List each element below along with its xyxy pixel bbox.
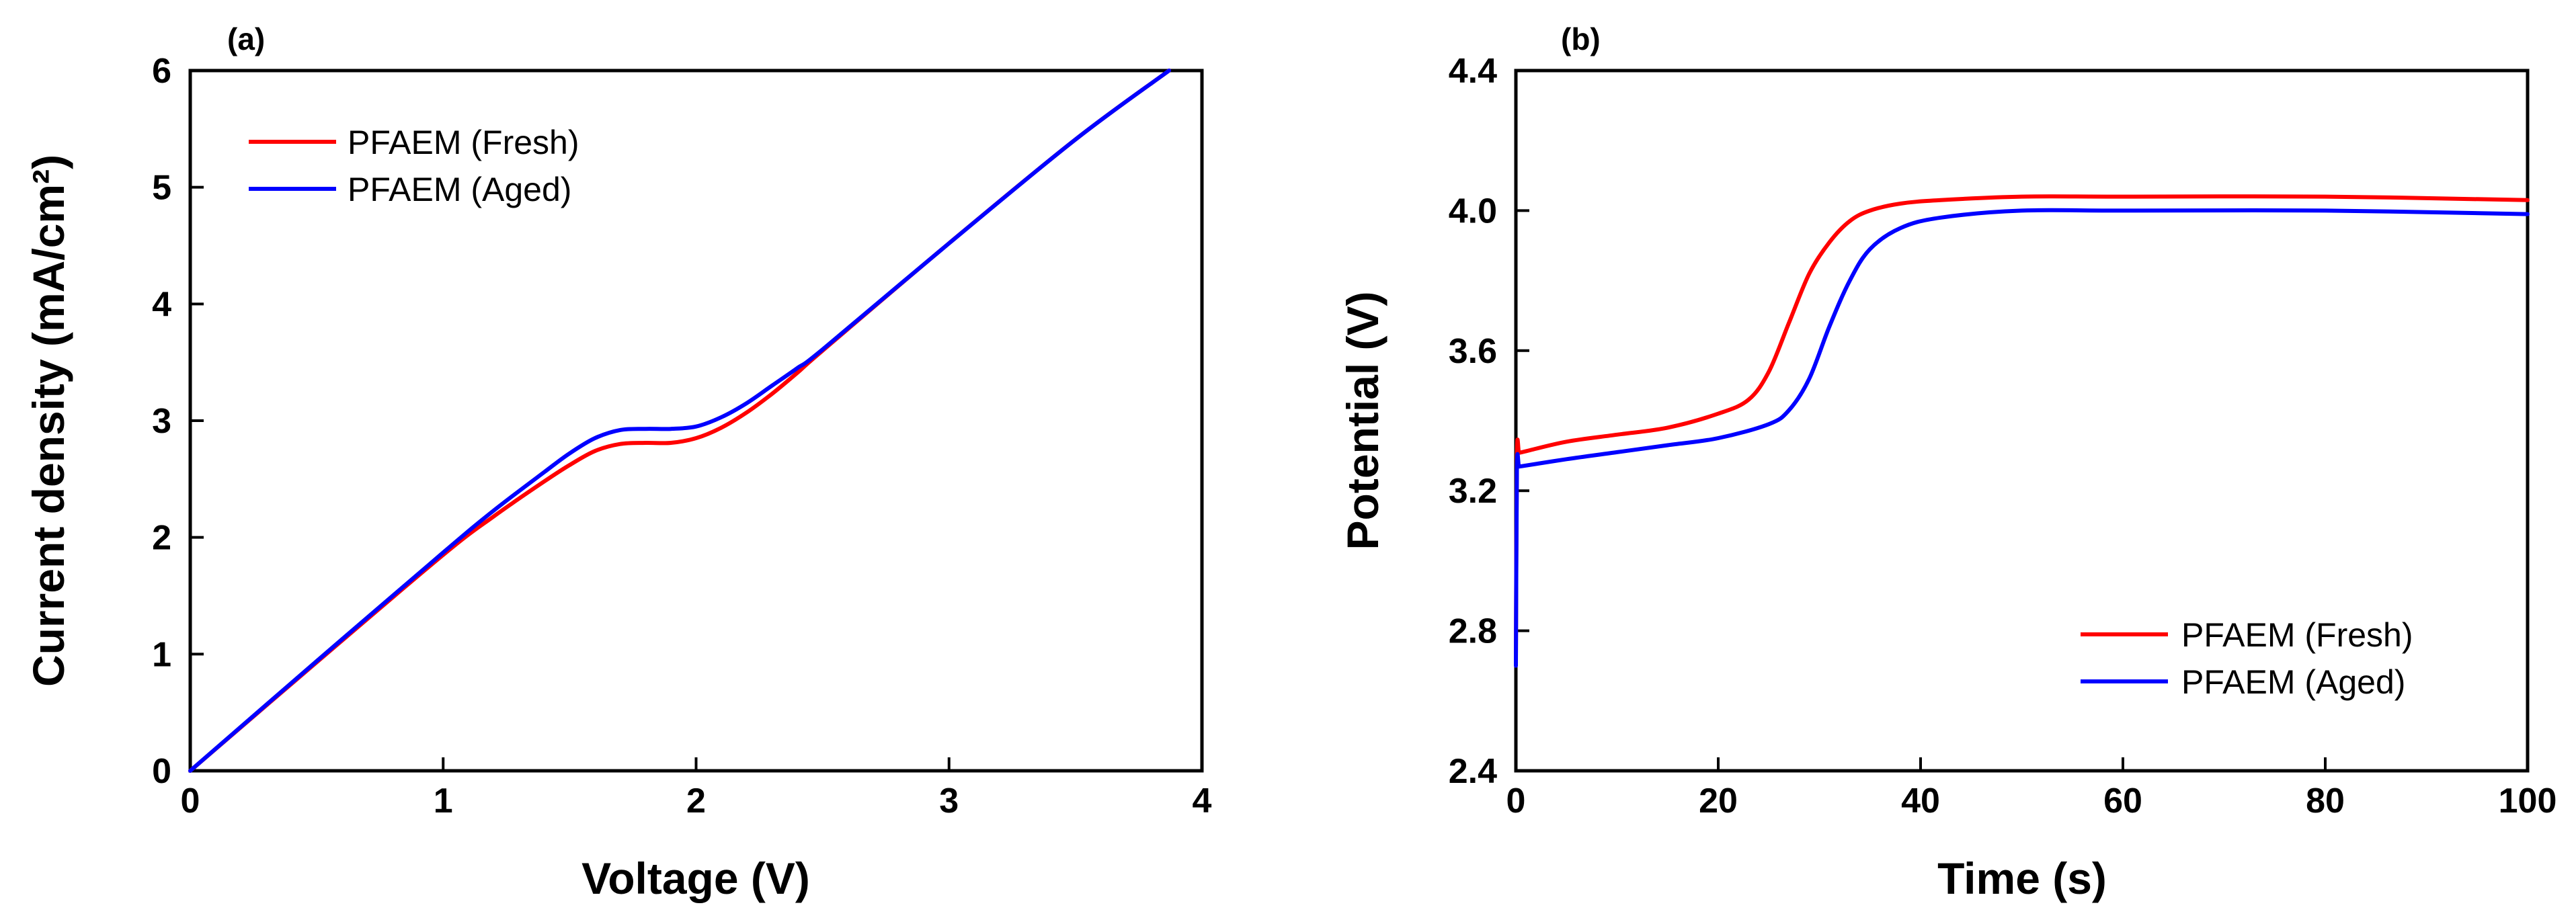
x-tick-label-a: 3 [939, 782, 959, 821]
panel-a: 0 1 2 3 4 0 1 2 3 4 5 6 (a) Voltage (V) Current den… [24, 22, 1212, 903]
x-axis-label-a: Voltage (V) [581, 853, 810, 903]
x-tick-label-b: 20 [1699, 782, 1738, 821]
series-line-aged-b [1514, 208, 2530, 668]
legend-a: PFAEM (Fresh) PFAEM (Aged) [249, 124, 579, 208]
legend-b: PFAEM (Fresh) PFAEM (Aged) [2081, 616, 2413, 701]
series-line-aged-a [188, 69, 1172, 773]
y-tick-label-a: 4 [152, 285, 171, 324]
y-tick-label-b: 2.4 [1449, 752, 1497, 791]
x-tick-label-a: 0 [181, 782, 200, 821]
series-group-a [188, 69, 1172, 773]
series-line-fresh-b [1514, 194, 2530, 661]
plot-frame-a [188, 69, 1204, 773]
panel-b: 0 20 40 60 80 100 2.4 2.8 3.2 3.6 4.0 4.4 (b) Time … [1338, 22, 2557, 903]
x-tick-label-a: 4 [1193, 782, 1212, 821]
x-tick-label-b: 80 [2306, 782, 2345, 821]
tick-group-a: 0 1 2 3 4 0 1 2 3 4 5 6 [152, 52, 1211, 821]
legend-label-fresh-b: PFAEM (Fresh) [2181, 616, 2413, 654]
series-group-b [1514, 194, 2530, 668]
x-tick-label-b: 40 [1901, 782, 1940, 821]
tick-group-b: 0 20 40 60 80 100 2.4 2.8 3.2 3.6 4.0 4.4 [1449, 52, 2557, 821]
y-tick-label-b: 3.2 [1449, 472, 1497, 511]
y-tick-label-a: 1 [152, 635, 171, 674]
y-tick-label-b: 3.6 [1449, 332, 1497, 371]
y-axis-label-b: Potential (V) [1338, 291, 1387, 550]
y-tick-label-a: 2 [152, 519, 171, 558]
y-tick-label-b: 4.4 [1449, 52, 1497, 91]
series-line-fresh-a [188, 69, 1172, 773]
x-axis-label-b: Time (s) [1937, 853, 2107, 903]
legend-label-aged-a: PFAEM (Aged) [348, 171, 571, 208]
panel-label-b: (b) [1561, 22, 1601, 56]
x-tick-label-b: 60 [2103, 782, 2142, 821]
x-tick-label-b: 0 [1506, 782, 1526, 821]
y-tick-label-a: 0 [152, 752, 171, 791]
y-tick-label-b: 2.8 [1449, 612, 1497, 651]
legend-label-aged-b: PFAEM (Aged) [2181, 663, 2405, 701]
y-tick-label-a: 6 [152, 52, 171, 91]
panel-label-a: (a) [227, 22, 265, 56]
x-tick-label-b: 100 [2499, 782, 2557, 821]
x-tick-label-a: 1 [434, 782, 453, 821]
y-tick-label-a: 5 [152, 169, 171, 208]
y-tick-label-b: 4.0 [1449, 192, 1497, 230]
plot-frame-b [1514, 69, 2530, 773]
y-tick-label-a: 3 [152, 402, 171, 441]
x-tick-label-a: 2 [686, 782, 706, 821]
y-axis-label-a: Current density (mA/cm²) [24, 155, 73, 687]
legend-label-fresh-a: PFAEM (Fresh) [348, 124, 579, 161]
